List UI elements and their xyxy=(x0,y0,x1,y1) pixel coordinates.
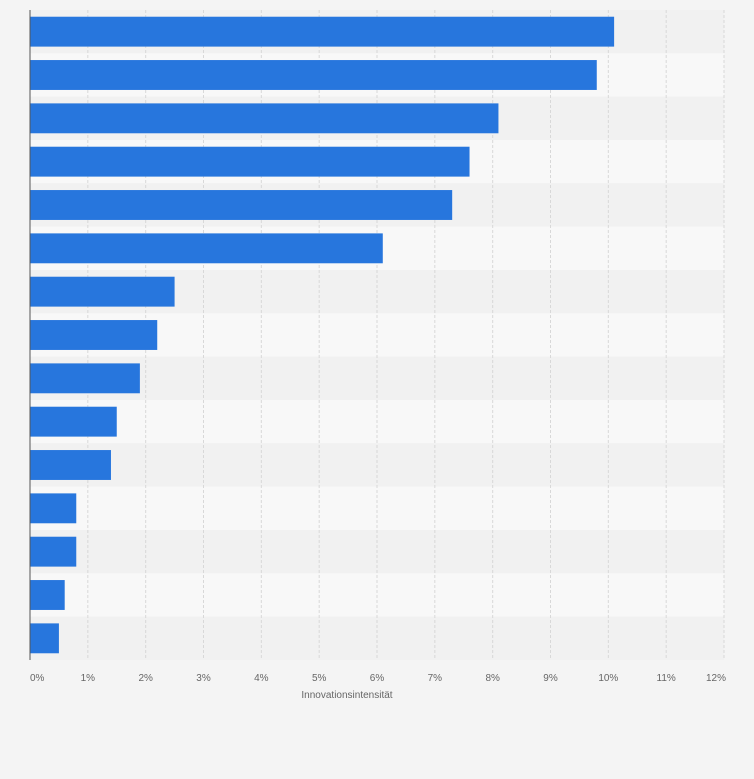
bar xyxy=(30,580,65,610)
bar xyxy=(30,16,615,47)
bar xyxy=(30,60,597,90)
bar xyxy=(30,190,453,220)
x-tick-label: 10% xyxy=(598,673,618,684)
x-tick-label: 1% xyxy=(81,673,96,684)
bar xyxy=(30,103,499,134)
x-tick-labels: 0% 1% 2% 3% 4% 5% 6% 7% 8% 9% 10% 11% 12% xyxy=(30,673,726,684)
bar xyxy=(30,493,77,524)
row-band xyxy=(30,616,724,660)
x-tick-label: 4% xyxy=(254,673,269,684)
x-tick-label: 0% xyxy=(30,673,45,684)
bar xyxy=(30,233,383,264)
bar xyxy=(30,623,59,654)
x-tick-label: 2% xyxy=(138,673,153,684)
x-tick-label: 11% xyxy=(657,673,676,684)
bar xyxy=(30,276,175,307)
bar xyxy=(30,320,158,350)
x-axis-title: Innovationsintensität xyxy=(301,690,392,701)
x-tick-label: 3% xyxy=(196,673,211,684)
x-tick-label: 8% xyxy=(485,673,500,684)
x-tick-label: 5% xyxy=(312,673,327,684)
bar xyxy=(30,536,77,567)
bar xyxy=(30,363,140,394)
bars xyxy=(30,16,615,654)
x-tick-label: 6% xyxy=(370,673,385,684)
x-tick-label: 7% xyxy=(428,673,443,684)
x-tick-label: 9% xyxy=(543,673,558,684)
bar xyxy=(30,450,111,480)
row-band xyxy=(30,486,724,530)
bar xyxy=(30,146,470,177)
bar xyxy=(30,406,117,437)
x-tick-label: 12% xyxy=(706,673,726,684)
